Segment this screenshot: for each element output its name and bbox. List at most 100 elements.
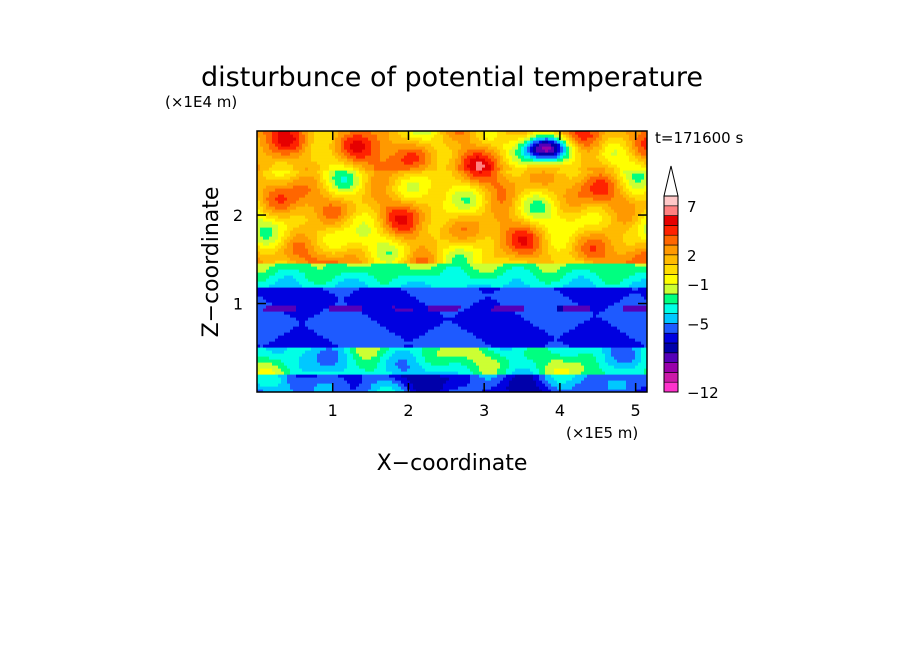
contour-cell bbox=[401, 311, 405, 315]
contour-cell bbox=[257, 209, 261, 213]
contour-cell bbox=[275, 305, 279, 309]
contour-cell bbox=[266, 353, 270, 357]
contour-cell bbox=[341, 257, 345, 261]
contour-cell bbox=[428, 359, 432, 363]
contour-cell bbox=[395, 158, 399, 162]
contour-cell bbox=[302, 200, 306, 204]
contour-cell bbox=[329, 158, 333, 162]
contour-cell bbox=[416, 359, 420, 363]
contour-cell bbox=[362, 251, 366, 255]
contour-cell bbox=[362, 371, 366, 375]
contour-cell bbox=[398, 383, 402, 387]
contour-cell bbox=[410, 164, 414, 168]
contour-cell bbox=[293, 152, 297, 156]
contour-cell bbox=[299, 386, 303, 390]
contour-cell bbox=[371, 200, 375, 204]
contour-cell bbox=[377, 194, 381, 198]
contour-cell bbox=[395, 224, 399, 228]
contour-cell bbox=[263, 215, 267, 219]
contour-cell bbox=[260, 332, 264, 336]
contour-cell bbox=[398, 209, 402, 213]
contour-cell bbox=[320, 182, 324, 186]
contour-cell bbox=[263, 389, 267, 392]
contour-cell bbox=[428, 377, 432, 381]
contour-cell bbox=[419, 218, 423, 222]
contour-cell bbox=[386, 284, 390, 288]
contour-cell bbox=[281, 380, 285, 384]
contour-cell bbox=[404, 347, 408, 351]
contour-cell bbox=[293, 284, 297, 288]
contour-cell bbox=[344, 167, 348, 171]
contour-cell bbox=[302, 266, 306, 270]
contour-cell bbox=[341, 161, 345, 165]
contour-cell bbox=[257, 224, 261, 228]
contour-cell bbox=[416, 182, 420, 186]
contour-cell bbox=[296, 176, 300, 180]
contour-cell bbox=[368, 152, 372, 156]
contour-cell bbox=[257, 299, 261, 303]
contour-cell bbox=[353, 332, 357, 336]
contour-cell bbox=[413, 368, 417, 372]
contour-cell bbox=[284, 176, 288, 180]
contour-cell bbox=[392, 209, 396, 213]
contour-cell bbox=[260, 263, 264, 267]
contour-cell bbox=[350, 188, 354, 192]
contour-cell bbox=[302, 299, 306, 303]
contour-cell bbox=[356, 134, 360, 138]
contour-cell bbox=[389, 326, 393, 330]
contour-cell bbox=[296, 224, 300, 228]
contour-cell bbox=[287, 275, 291, 279]
contour-cell bbox=[296, 368, 300, 372]
contour-cell bbox=[272, 257, 276, 261]
contour-cell bbox=[341, 236, 345, 240]
contour-cell bbox=[392, 341, 396, 345]
contour-cell bbox=[377, 236, 381, 240]
contour-cell bbox=[260, 326, 264, 330]
contour-cell bbox=[320, 362, 324, 366]
contour-cell bbox=[260, 197, 264, 201]
contour-cell bbox=[404, 359, 408, 363]
contour-cell bbox=[344, 212, 348, 216]
contour-cell bbox=[389, 245, 393, 249]
contour-cell bbox=[257, 377, 261, 381]
contour-cell bbox=[362, 134, 366, 138]
contour-cell bbox=[266, 257, 270, 261]
contour-cell bbox=[422, 350, 426, 354]
contour-cell bbox=[257, 239, 261, 243]
contour-cell bbox=[305, 239, 309, 243]
contour-cell bbox=[392, 302, 396, 306]
contour-cell bbox=[329, 296, 333, 300]
contour-cell bbox=[377, 251, 381, 255]
contour-cell bbox=[344, 269, 348, 273]
contour-cell bbox=[314, 377, 318, 381]
contour-cell bbox=[296, 233, 300, 237]
contour-cell bbox=[281, 362, 285, 366]
contour-cell bbox=[302, 362, 306, 366]
contour-cell bbox=[356, 287, 360, 291]
contour-cell bbox=[362, 158, 366, 162]
contour-cell bbox=[368, 266, 372, 270]
contour-cell bbox=[377, 338, 381, 342]
contour-cell bbox=[311, 230, 315, 234]
contour-cell bbox=[347, 296, 351, 300]
contour-cell bbox=[314, 188, 318, 192]
contour-cell bbox=[323, 266, 327, 270]
contour-cell bbox=[392, 251, 396, 255]
contour-cell bbox=[416, 170, 420, 174]
contour-cell bbox=[401, 380, 405, 384]
contour-cell bbox=[392, 158, 396, 162]
contour-cell bbox=[341, 134, 345, 138]
contour-cell bbox=[416, 368, 420, 372]
contour-cell bbox=[275, 131, 279, 135]
contour-cell bbox=[263, 371, 267, 375]
contour-cell bbox=[278, 302, 282, 306]
contour-cell bbox=[281, 332, 285, 336]
contour-cell bbox=[275, 173, 279, 177]
contour-cell bbox=[371, 236, 375, 240]
contour-cell bbox=[263, 200, 267, 204]
contour-cell bbox=[317, 203, 321, 207]
contour-cell bbox=[305, 362, 309, 366]
contour-cell bbox=[293, 200, 297, 204]
contour-cell bbox=[272, 374, 276, 378]
contour-cell bbox=[317, 242, 321, 246]
